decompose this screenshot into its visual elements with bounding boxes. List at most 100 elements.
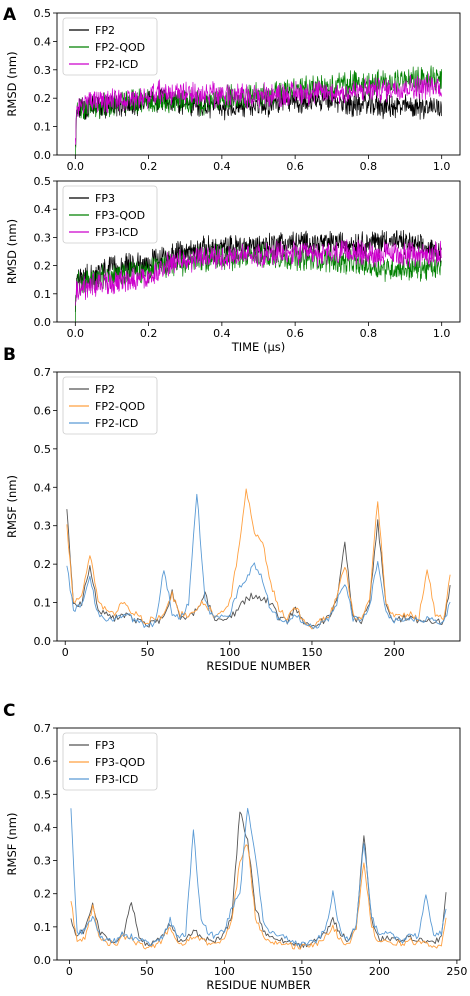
x-tick-label: 0.2	[140, 160, 158, 173]
x-tick-label: 0.8	[360, 327, 378, 340]
y-tick-label: 0.3	[34, 231, 52, 244]
legend-label: FP3-ICD	[95, 773, 138, 786]
x-tick-label: 250	[446, 965, 467, 978]
plot-frame	[56, 12, 461, 156]
y-tick-label: 0.0	[34, 635, 52, 648]
chart-panel-3: B 0.0 0.1 0.2 0.3 0.4 0.5 0.6 0.7 0 50 100 150 200 RMS…	[3, 345, 461, 673]
y-tick-label: 0.2	[34, 260, 52, 273]
legend-box	[62, 732, 158, 791]
y-tick-label: 0.0	[34, 149, 52, 162]
legend-label: FP3-QOD	[95, 209, 145, 222]
y-tick-label: 0.6	[34, 404, 52, 417]
chart-panel-1: A 0.0 0.1 0.2 0.3 0.4 0.5 0.0 0.2 0.4 0.6 0.8 1.0 RMS…	[3, 5, 461, 173]
y-tick-label: 0.4	[34, 821, 52, 834]
legend-box	[62, 376, 158, 435]
x-tick-label: 50	[140, 965, 154, 978]
series-line-fp2	[66, 509, 451, 628]
y-axis-label: RMSF (nm)	[5, 813, 19, 876]
y-tick-label: 0.1	[34, 597, 52, 610]
y-tick-label: 0.2	[34, 558, 52, 571]
x-tick-label: 0	[62, 646, 69, 659]
x-tick-label: 0.2	[140, 327, 158, 340]
y-tick-label: 0.0	[34, 954, 52, 967]
x-tick-label: 0.4	[213, 327, 231, 340]
legend-label: FP3-ICD	[95, 226, 138, 239]
series-line-fp2-icd	[74, 73, 443, 145]
panel-letter: B	[3, 345, 16, 365]
y-tick-label: 0.3	[34, 64, 52, 77]
series-group	[70, 807, 447, 950]
y-tick-label: 0.4	[34, 203, 52, 216]
y-tick-label: 0.2	[34, 92, 52, 105]
series-line-fp3-icd	[70, 807, 447, 947]
x-axis-label: RESIDUE NUMBER	[206, 659, 310, 673]
y-tick-label: 0.0	[34, 316, 52, 329]
plot-frame	[56, 371, 461, 642]
series-line-fp3	[70, 811, 447, 949]
x-tick-label: 0.0	[67, 160, 85, 173]
legend-label: FP2-QOD	[95, 400, 145, 413]
panel-letter: C	[3, 701, 15, 721]
y-tick-label: 0.1	[34, 288, 52, 301]
legend-label: FP3-QOD	[95, 756, 145, 769]
legend-box	[62, 185, 158, 244]
x-tick-label: 50	[140, 646, 154, 659]
x-axis-label: RESIDUE NUMBER	[206, 978, 310, 992]
panel-letter: A	[3, 5, 17, 25]
x-tick-label: 200	[384, 646, 405, 659]
x-tick-label: 200	[369, 965, 390, 978]
legend-label: FP2-QOD	[95, 41, 145, 54]
legend: FP3 FP3-QOD FP3-ICD	[62, 185, 158, 244]
series-group	[74, 229, 442, 322]
legend-label: FP2-ICD	[95, 417, 138, 430]
x-tick-label: 100	[219, 646, 240, 659]
plot-frame	[56, 180, 461, 323]
y-axis-label: RMSF (nm)	[5, 475, 19, 538]
x-tick-label: 100	[214, 965, 235, 978]
series-line-fp3-icd	[74, 239, 442, 306]
series-line-fp2-qod	[66, 488, 451, 630]
y-tick-label: 0.7	[34, 722, 52, 735]
legend-label: FP3	[95, 192, 115, 205]
y-tick-label: 0.5	[34, 175, 52, 188]
x-tick-label: 0.6	[286, 160, 304, 173]
x-tick-label: 0.8	[360, 160, 378, 173]
y-tick-label: 0.2	[34, 888, 52, 901]
legend-label: FP2	[95, 24, 115, 37]
y-tick-label: 0.5	[34, 443, 52, 456]
y-axis-label: RMSD (nm)	[5, 51, 19, 116]
legend-label: FP3	[95, 739, 115, 752]
chart-panel-4: C 0.0 0.1 0.2 0.3 0.4 0.5 0.6 0.7 0 50 100 150 200 250…	[3, 701, 467, 992]
x-tick-label: 0.6	[286, 327, 304, 340]
chart-panel-2: 0.0 0.1 0.2 0.3 0.4 0.5 0.0 0.2 0.4 0.6 0.8 1.0 RMSD…	[5, 175, 461, 354]
series-group	[74, 65, 443, 155]
x-axis-label: TIME (μs)	[231, 340, 286, 354]
x-tick-label: 150	[291, 965, 312, 978]
y-tick-label: 0.1	[34, 921, 52, 934]
x-tick-label: 1.0	[433, 160, 451, 173]
series-line-fp3-qod	[74, 243, 442, 322]
x-tick-label: 150	[301, 646, 322, 659]
legend: FP2 FP2-QOD FP2-ICD	[62, 17, 158, 76]
y-tick-label: 0.1	[34, 121, 52, 134]
legend-label: FP2	[95, 383, 115, 396]
y-axis-label: RMSD (nm)	[5, 219, 19, 284]
y-tick-label: 0.3	[34, 520, 52, 533]
legend-box	[62, 17, 158, 76]
legend: FP3 FP3-QOD FP3-ICD	[62, 732, 158, 791]
series-group	[66, 488, 451, 630]
y-tick-label: 0.6	[34, 755, 52, 768]
plot-frame	[56, 727, 461, 961]
x-tick-label: 0.4	[213, 160, 231, 173]
y-tick-label: 0.4	[34, 35, 52, 48]
y-tick-label: 0.5	[34, 7, 52, 20]
x-tick-label: 0.0	[67, 327, 85, 340]
x-tick-label: 1.0	[433, 327, 451, 340]
series-line-fp2-icd	[66, 493, 451, 630]
y-tick-label: 0.7	[34, 366, 52, 379]
legend-label: FP2-ICD	[95, 58, 138, 71]
x-tick-label: 0	[66, 965, 73, 978]
y-tick-label: 0.3	[34, 855, 52, 868]
legend: FP2 FP2-QOD FP2-ICD	[62, 376, 158, 435]
